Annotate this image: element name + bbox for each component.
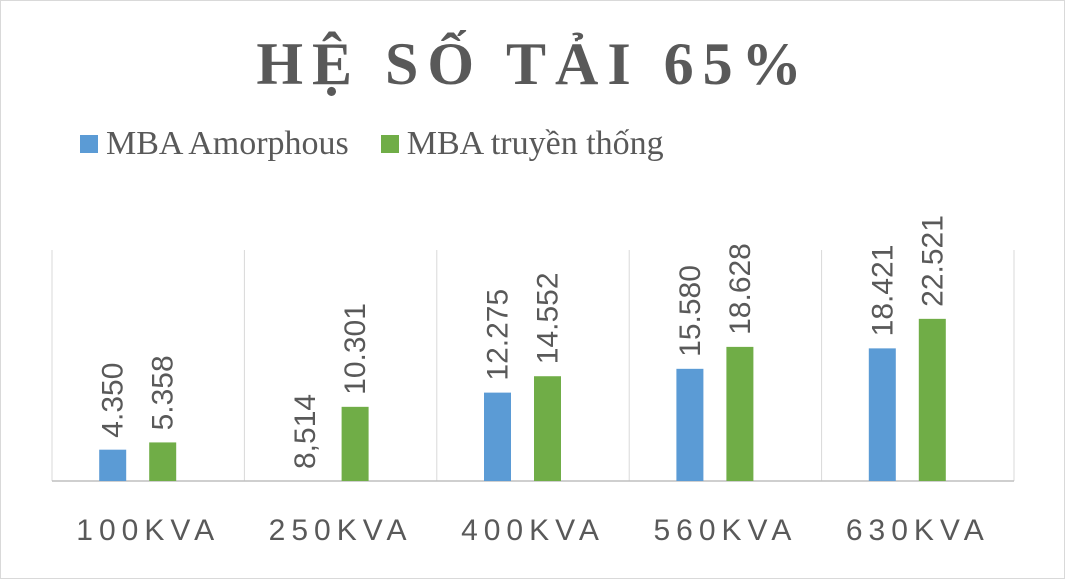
bar: [676, 368, 704, 481]
legend-label-series-1: MBA Amorphous: [106, 125, 349, 162]
x-tick-label: 250KVA: [269, 514, 413, 547]
data-label: 10.301: [339, 303, 372, 395]
bar: [918, 318, 946, 481]
data-label: 4.350: [97, 363, 130, 438]
legend-swatch-series-1: [80, 135, 98, 153]
x-tick-label: 400KVA: [461, 514, 605, 547]
legend-label-series-2: MBA truyền thống: [406, 125, 664, 162]
legend-swatch-series-2: [380, 135, 399, 153]
data-label: 14.552: [532, 272, 565, 364]
bar: [534, 376, 561, 481]
data-label: 12.275: [482, 289, 515, 381]
x-tick-label: 630KVA: [846, 514, 990, 547]
bar: [726, 346, 754, 481]
data-label: 18.421: [866, 245, 899, 337]
data-label: 18.628: [724, 243, 757, 335]
data-label: 8,514: [289, 394, 322, 469]
bar: [99, 449, 127, 481]
legend: MBA Amorphous MBA truyền thống: [80, 124, 664, 164]
bar: [149, 442, 177, 481]
legend-item-series-2: MBA truyền thống: [380, 125, 664, 163]
x-tick-label: 100KVA: [76, 514, 220, 547]
data-label: 15.580: [674, 265, 707, 357]
bar: [868, 348, 896, 481]
bar: [484, 392, 511, 481]
chart-title: HỆ SỐ TẢI 65%: [256, 31, 811, 97]
x-tick-label: 560KVA: [653, 514, 797, 547]
legend-item-series-1: MBA Amorphous: [80, 125, 349, 163]
data-label: 5.358: [147, 355, 180, 430]
data-label: 22.521: [916, 215, 949, 307]
bar: [341, 406, 369, 481]
